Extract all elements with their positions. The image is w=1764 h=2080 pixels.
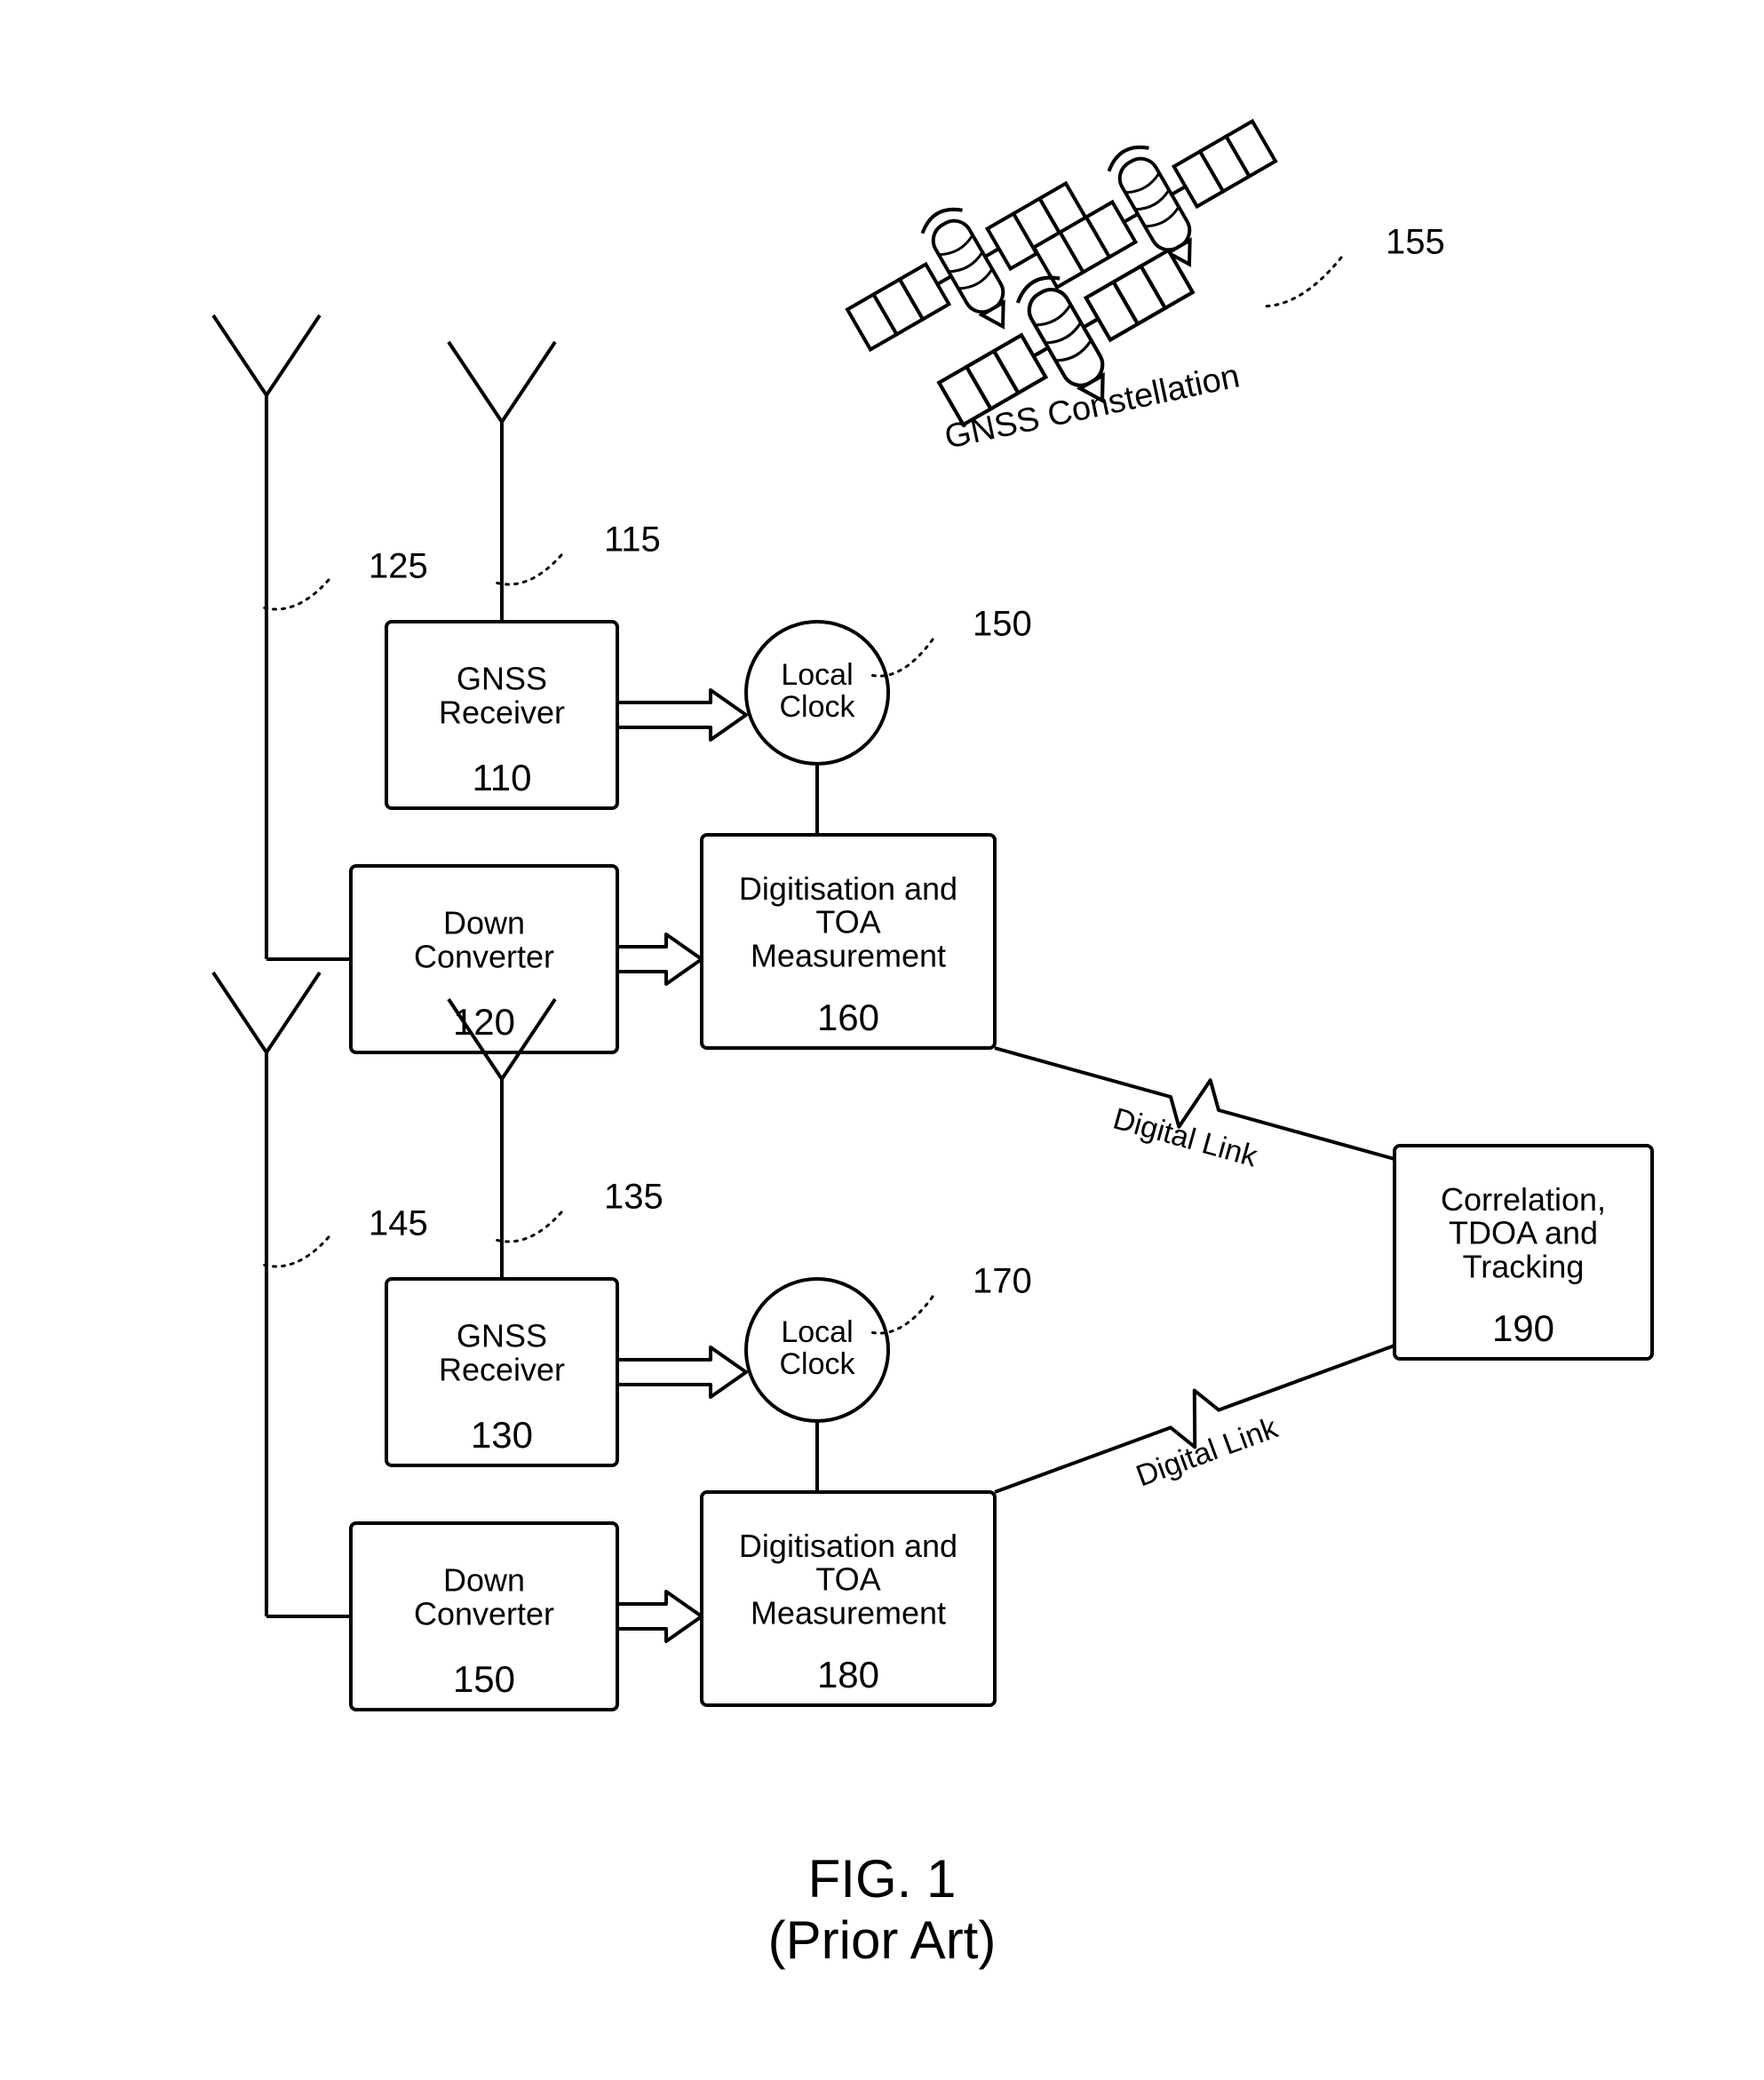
- corr-label-2: Tracking: [1463, 1248, 1585, 1284]
- clock2-label-0: Local: [781, 1315, 853, 1349]
- callout-145: 145: [260, 1204, 428, 1266]
- downConv1: DownConverter120: [351, 866, 617, 1052]
- callout-150: 150: [870, 605, 1032, 677]
- digital-link-7-label: Digital Link: [1132, 1410, 1283, 1493]
- digi2-label-0: Digitisation and: [739, 1528, 957, 1564]
- callout-135: 135: [493, 1178, 663, 1242]
- digital-link-6: Digital Link: [995, 1048, 1395, 1174]
- callout-115-label: 115: [604, 520, 661, 560]
- arrow-downConv2-digi2: [617, 1592, 702, 1641]
- digi1-label-0: Digitisation and: [739, 870, 957, 907]
- arrow-gnssRx1-clock1: [617, 690, 746, 740]
- gnssRx2: GNSSReceiver 130: [386, 1279, 617, 1465]
- antenna-gnss1: [449, 342, 555, 622]
- callout-170: 170: [870, 1262, 1032, 1334]
- corr-label-0: Correlation,: [1441, 1181, 1606, 1218]
- callout-155-label: 155: [1386, 223, 1445, 262]
- callout-155: 155: [1261, 223, 1445, 306]
- digital-link-7: Digital Link: [995, 1346, 1395, 1494]
- digi1-label-2: Measurement: [751, 937, 946, 973]
- gnssRx1: GNSSReceiver 110: [386, 622, 617, 808]
- downConv1-label-1: Converter: [414, 939, 554, 975]
- downConv2-label-0: Down: [443, 1562, 525, 1599]
- callout-115: 115: [493, 520, 661, 584]
- gnssRx1-num: 110: [473, 757, 532, 798]
- digi2-label-2: Measurement: [751, 1594, 946, 1631]
- digi2-num: 180: [817, 1654, 879, 1695]
- digi2-label-1: TOA: [815, 1561, 880, 1598]
- digi2: Digitisation andTOAMeasurement 180: [702, 1492, 995, 1705]
- figure-caption-0: FIG. 1: [808, 1849, 957, 1909]
- callout-135-label: 135: [604, 1178, 663, 1217]
- corr-label-1: TDOA and: [1449, 1215, 1598, 1251]
- digi1-num: 160: [817, 996, 879, 1038]
- gnssRx2-label-0: GNSS: [457, 1318, 547, 1354]
- callout-150-label: 150: [973, 605, 1032, 644]
- figure-caption-1: (Prior Art): [768, 1910, 997, 1970]
- callout-170-label: 170: [973, 1262, 1032, 1301]
- digital-link-6-label: Digital Link: [1109, 1101, 1261, 1173]
- downConv2-num: 150: [453, 1658, 515, 1700]
- arrow-downConv1-digi1: [617, 934, 702, 984]
- gnssRx2-num: 130: [471, 1414, 533, 1456]
- corr-num: 190: [1492, 1307, 1554, 1349]
- gnssRx1-label-0: GNSS: [457, 661, 547, 697]
- callout-125: 125: [260, 547, 428, 609]
- digi1: Digitisation andTOAMeasurement 160: [702, 835, 995, 1048]
- gnssRx1-label-1: Receiver: [439, 695, 565, 731]
- corr: Correlation,TDOA andTracking 190: [1395, 1146, 1652, 1359]
- callout-145-label: 145: [369, 1204, 428, 1243]
- antenna-down2: [213, 973, 320, 1523]
- clock1-label-1: Clock: [779, 690, 855, 724]
- downConv2-label-1: Converter: [414, 1596, 554, 1632]
- clock1: LocalClock: [746, 622, 888, 764]
- clock2: LocalClock: [746, 1279, 888, 1421]
- callout-125-label: 125: [369, 547, 428, 586]
- downConv1-label-0: Down: [443, 905, 525, 941]
- gnssRx2-label-1: Receiver: [439, 1352, 565, 1388]
- clock2-label-1: Clock: [779, 1347, 855, 1381]
- arrow-gnssRx2-clock2: [617, 1347, 746, 1397]
- antenna-down1: [213, 315, 320, 866]
- digi1-label-1: TOA: [815, 904, 880, 941]
- downConv2: DownConverter 150: [351, 1523, 617, 1710]
- clock1-label-0: Local: [781, 658, 853, 692]
